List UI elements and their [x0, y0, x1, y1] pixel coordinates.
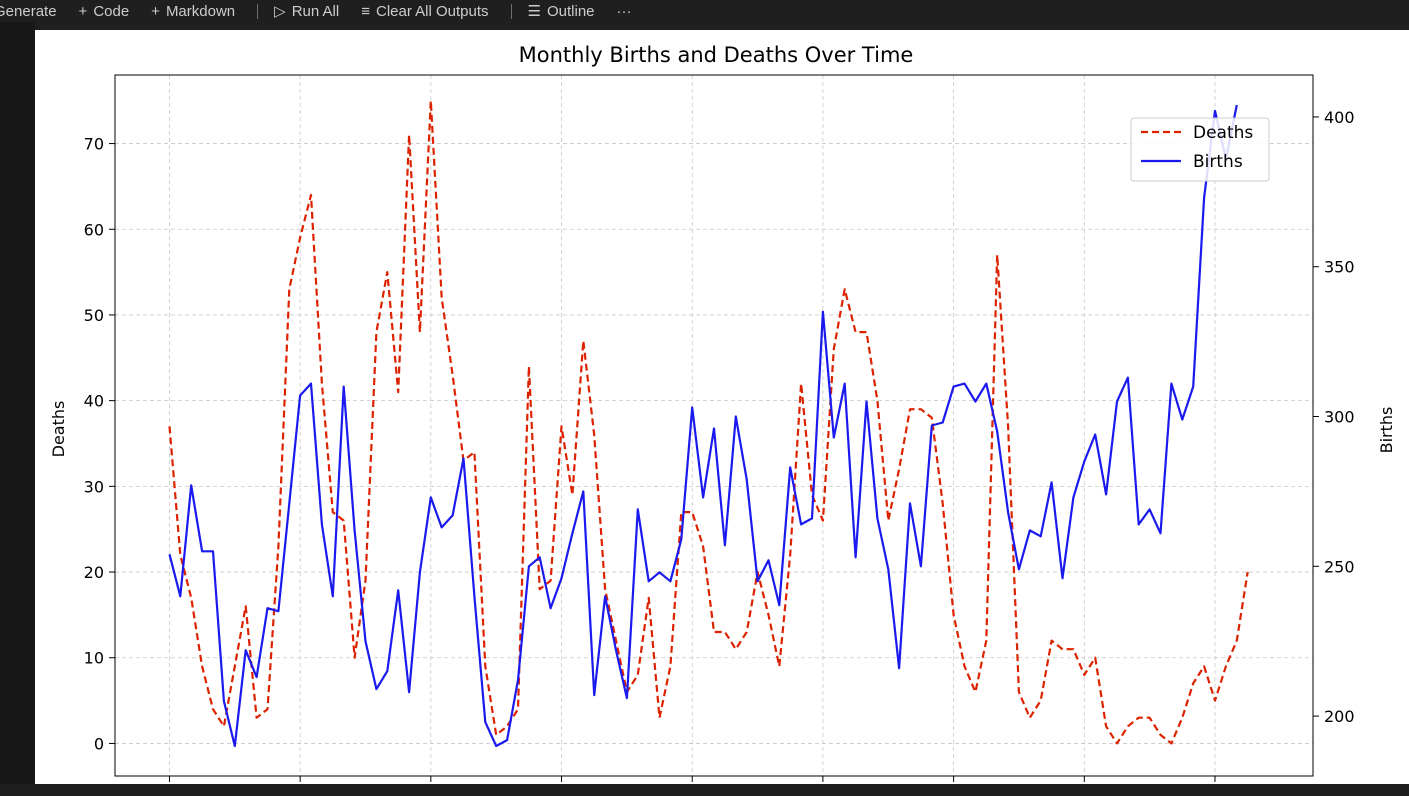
- outline-button[interactable]: ☰ Outline: [527, 2, 595, 21]
- chart: 0 10 20 30 40 50 60 70 200 250 300 350 400 Monthly B…: [49, 43, 1396, 782]
- legend-box: [1130, 117, 1270, 182]
- generate-label: Generate: [0, 2, 57, 20]
- bottom-edge: [0, 784, 1409, 796]
- y-left-tick-label: 10: [84, 649, 104, 668]
- clear-outputs-button[interactable]: ≡ Clear All Outputs: [361, 3, 488, 20]
- legend-births-label: Births: [1193, 152, 1243, 172]
- left-axis-label: Deaths: [49, 401, 68, 458]
- y-left-tick-label: 30: [84, 477, 104, 496]
- plot-frame: [114, 74, 1314, 777]
- y-right-tick-label: 350: [1324, 258, 1355, 277]
- legend: Deaths Births: [1130, 117, 1270, 182]
- y-left-tick-label: 0: [94, 734, 104, 753]
- cell-gutter: [0, 22, 35, 784]
- clear-outputs-icon: ≡: [361, 2, 370, 20]
- right-axis-label: Births: [1377, 407, 1396, 454]
- chart-title: Monthly Births and Deaths Over Time: [519, 43, 914, 67]
- add-code-label: Code: [93, 2, 130, 20]
- y-left-tick-label: 60: [84, 220, 104, 239]
- run-all-button[interactable]: ▷ Run All: [274, 2, 340, 21]
- cell-output: 0 10 20 30 40 50 60 70 200 250 300 350 400 Monthly B…: [35, 30, 1409, 784]
- toolbar-divider: [257, 3, 259, 19]
- more-icon: ···: [616, 2, 632, 20]
- y-left-tick-label: 50: [84, 306, 104, 325]
- y-left-tick-label: 40: [84, 392, 104, 411]
- axes: 0 10 20 30 40 50 60 70 200 250 300 350 400: [84, 108, 1355, 782]
- plus-icon: +: [78, 2, 88, 20]
- y-right-tick-label: 250: [1324, 557, 1355, 576]
- y-left-tick-label: 20: [84, 563, 104, 582]
- y-right-tick-label: 400: [1324, 108, 1355, 127]
- outline-label: Outline: [547, 2, 595, 20]
- legend-deaths-label: Deaths: [1193, 123, 1253, 143]
- series-layer: [168, 99, 1249, 748]
- list-icon: ☰: [527, 3, 541, 20]
- run-all-label: Run All: [291, 2, 340, 20]
- births-line: [168, 104, 1238, 748]
- plus-icon: +: [151, 2, 160, 20]
- toolbar-divider: [510, 3, 512, 19]
- y-right-tick-label: 300: [1324, 408, 1355, 427]
- y-left-tick-label: 70: [84, 135, 104, 154]
- add-markdown-button[interactable]: + Markdown: [151, 3, 235, 20]
- generate-button[interactable]: Generate: [0, 3, 57, 20]
- more-actions-button[interactable]: ···: [617, 3, 632, 20]
- run-icon: ▷: [274, 3, 286, 20]
- notebook-toolbar: Generate + Code + Markdown ▷ Run All ≡ C…: [0, 0, 1409, 22]
- deaths-line: [168, 99, 1249, 745]
- y-right-tick-label: 200: [1324, 707, 1355, 726]
- add-code-button[interactable]: + Code: [79, 3, 130, 20]
- add-markdown-label: Markdown: [165, 2, 236, 20]
- clear-outputs-label: Clear All Outputs: [375, 2, 489, 20]
